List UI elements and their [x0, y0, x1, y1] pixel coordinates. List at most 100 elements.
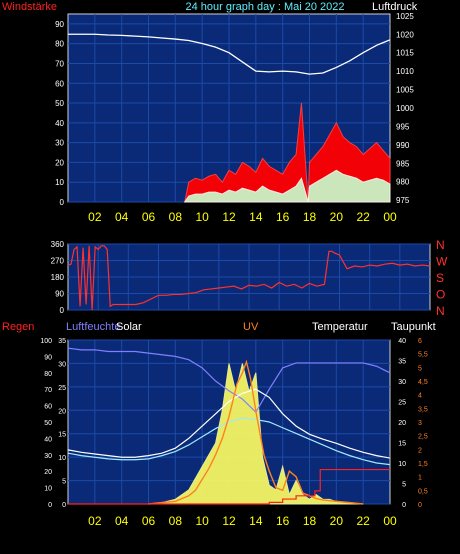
climate-x-tick-label: 18: [303, 514, 317, 528]
temperature-tick-label: 35: [398, 359, 406, 366]
uv-tick-label: 3: [418, 420, 422, 427]
pressure-tick-label: 1015: [396, 49, 414, 58]
pressure-tick-label: 975: [396, 196, 410, 205]
humidity-tick-label: 25: [58, 385, 66, 392]
humidity-tick-label: 15: [58, 432, 66, 439]
wind-x-tick-label: 04: [115, 210, 129, 224]
rain-line: [68, 468, 390, 505]
rain-tick-label: 80: [44, 371, 52, 378]
pressure-tick-label: 1010: [396, 67, 414, 76]
climate-x-tick-label: 08: [169, 514, 183, 528]
rain-tick-label: 0: [48, 502, 52, 509]
dewpoint-line: [67, 417, 391, 466]
climate-x-tick-label: 16: [276, 514, 290, 528]
humidity-tick-label: 30: [58, 361, 66, 368]
climate-x-tick-label: 14: [249, 514, 263, 528]
climate-x-tick-label: 22: [356, 514, 370, 528]
direction-tick-label: 270: [51, 257, 65, 266]
humidity-line: [67, 347, 391, 414]
uv-tick-label: 4,5: [418, 379, 428, 386]
temperature-line: [67, 388, 391, 459]
uv-tick-label: 2,5: [418, 434, 428, 441]
rain-axis-label: Regen: [2, 321, 34, 333]
climate-x-tick-label: 04: [115, 514, 129, 528]
wind-x-tick-label: 10: [195, 210, 209, 224]
wind-x-tick-label: 00: [383, 210, 397, 224]
compass-label: N: [436, 304, 445, 318]
solar-axis-label: Solar: [116, 321, 142, 333]
wind-x-tick-label: 12: [222, 210, 236, 224]
climate-x-tick-label: 12: [222, 514, 236, 528]
wind-x-tick-label: 14: [249, 210, 263, 224]
chart-title: 24 hour graph day : Mai 20 2022: [185, 1, 344, 13]
wind-tick-label: 20: [55, 158, 64, 167]
temperature-tick-label: 20: [398, 420, 406, 427]
direction-line: [67, 245, 431, 311]
humidity-axis-label: Luftfeuchte: [66, 321, 120, 333]
rain-tick-label: 10: [44, 486, 52, 493]
compass-label: N: [436, 238, 445, 252]
dewpoint-axis-label: Taupunkt: [391, 321, 436, 333]
humidity-tick-label: 0: [62, 502, 66, 509]
wind-x-tick-label: 22: [356, 210, 370, 224]
rain-tick-label: 60: [44, 404, 52, 411]
climate-x-tick-label: 00: [383, 514, 397, 528]
rain-tick-label: 90: [44, 354, 52, 361]
humidity-tick-label: 10: [58, 455, 66, 462]
compass-label: O: [436, 288, 445, 302]
pressure-tick-label: 1000: [396, 104, 414, 113]
uv-tick-label: 5,5: [418, 352, 428, 359]
wind-x-tick-label: 08: [169, 210, 183, 224]
wind-x-tick-label: 06: [142, 210, 156, 224]
direction-tick-label: 0: [60, 306, 65, 315]
uv-tick-label: 1,5: [418, 461, 428, 468]
pressure-tick-label: 985: [396, 159, 410, 168]
direction-tick-label: 360: [51, 240, 65, 249]
rain-tick-label: 70: [44, 387, 52, 394]
pressure-line: [68, 33, 391, 75]
temperature-axis-label: Temperatur: [312, 321, 368, 333]
rain-tick-label: 40: [44, 436, 52, 443]
uv-tick-label: 0: [418, 502, 422, 509]
temperature-tick-label: 5: [402, 482, 406, 489]
temperature-tick-label: 15: [398, 441, 406, 448]
wind-tick-label: 40: [55, 119, 64, 128]
climate-x-tick-label: 06: [142, 514, 156, 528]
temperature-tick-label: 0: [402, 502, 406, 509]
climate-x-tick-label: 02: [88, 514, 102, 528]
wind-x-tick-label: 02: [88, 210, 102, 224]
temperature-tick-label: 25: [398, 400, 406, 407]
temperature-tick-label: 40: [398, 338, 406, 345]
wind-tick-label: 50: [55, 99, 64, 108]
rain-tick-label: 100: [40, 338, 52, 345]
wind-axis-label: Windstärke: [2, 1, 57, 13]
climate-x-tick-label: 10: [195, 514, 209, 528]
uv-tick-label: 6: [418, 338, 422, 345]
pressure-tick-label: 990: [396, 141, 410, 150]
uv-tick-label: 3,5: [418, 406, 428, 413]
pressure-tick-label: 1020: [396, 30, 414, 39]
humidity-tick-label: 5: [62, 479, 66, 486]
direction-tick-label: 180: [51, 273, 65, 282]
wind-tick-label: 80: [55, 40, 64, 49]
uv-tick-label: 5: [418, 365, 422, 372]
series-layer: [67, 33, 431, 505]
wind-tick-label: 60: [55, 79, 64, 88]
pressure-tick-label: 995: [396, 122, 410, 131]
humidity-tick-label: 35: [58, 338, 66, 345]
rain-tick-label: 20: [44, 469, 52, 476]
average-wind-area: [183, 169, 391, 203]
solar-area: [148, 363, 364, 505]
wind-tick-label: 10: [55, 178, 64, 187]
uv-tick-label: 4: [418, 393, 422, 400]
wind-x-tick-label: 16: [276, 210, 290, 224]
rain-tick-label: 30: [44, 453, 52, 460]
uv-tick-label: 1: [418, 475, 422, 482]
uv-tick-label: 2: [418, 447, 422, 454]
wind-x-tick-label: 18: [303, 210, 317, 224]
compass-label: S: [436, 271, 444, 285]
wind-tick-label: 30: [55, 139, 64, 148]
rain-tick-label: 50: [44, 420, 52, 427]
wind-x-tick-label: 20: [330, 210, 344, 224]
